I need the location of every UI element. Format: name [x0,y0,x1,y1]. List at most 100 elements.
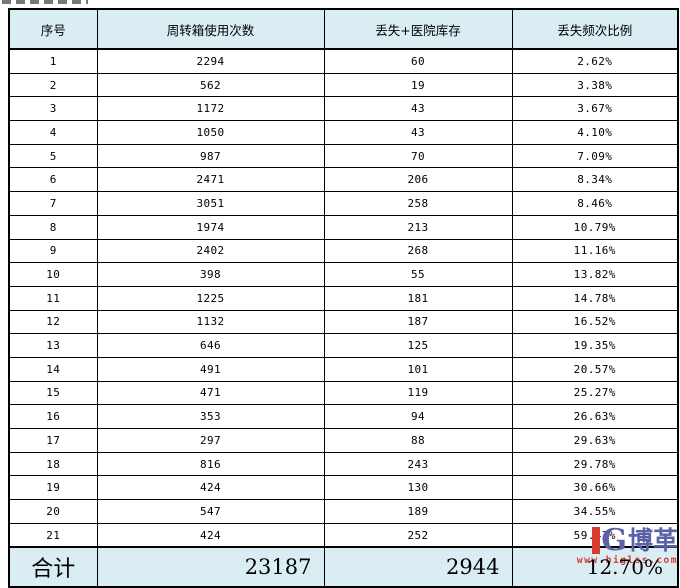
cell-ratio: 11.16% [511,238,679,264]
table-row: 13 646 125 19.35% [8,333,679,358]
cell-seq: 14 [8,356,98,382]
cell-ratio: 25.27% [511,380,679,406]
cell-loss: 70 [323,143,513,169]
cell-loss: 189 [323,499,513,524]
cell-seq: 8 [8,214,98,240]
cell-ratio: 4.10% [511,120,679,145]
cell-usage: 562 [96,72,325,98]
cell-seq: 21 [8,522,98,548]
biglss-logo: G 博革 [570,522,678,558]
table-body: 1 2294 60 2.62% 2 562 19 3.38% 3 1172 43… [8,48,679,548]
cell-usage: 491 [96,356,325,382]
cell-ratio: 13.82% [511,262,679,287]
table-header-row: 序号 周转箱使用次数 丢失+医院库存 丢失频次比例 [8,8,679,50]
cell-seq: 12 [8,309,98,335]
table-row: 4 1050 43 4.10% [8,120,679,145]
header-usage-count: 周转箱使用次数 [96,8,325,50]
cell-seq: 9 [8,238,98,264]
cell-usage: 987 [96,143,325,169]
cell-loss: 119 [323,380,513,406]
cell-seq: 4 [8,120,98,145]
cell-usage: 297 [96,428,325,453]
table-row: 8 1974 213 10.79% [8,214,679,240]
cell-seq: 11 [8,285,98,311]
cell-ratio: 20.57% [511,356,679,382]
header-seq: 序号 [8,8,98,50]
cell-loss: 243 [323,451,513,477]
cell-seq: 6 [8,167,98,193]
cell-loss: 125 [323,333,513,358]
logo-g-icon: G [601,523,627,558]
logo-bar-icon [592,527,601,554]
cell-ratio: 14.78% [511,285,679,311]
total-loss-value: 2944 [323,546,513,588]
cell-usage: 398 [96,262,325,287]
table-row: 10 398 55 13.82% [8,262,679,287]
cell-usage: 1225 [96,285,325,311]
cell-loss: 43 [323,120,513,145]
cell-loss: 43 [323,96,513,122]
cell-seq: 2 [8,72,98,98]
cell-seq: 3 [8,96,98,122]
table-row: 11 1225 181 14.78% [8,285,679,311]
header-loss-ratio: 丢失频次比例 [511,8,679,50]
cell-seq: 10 [8,262,98,287]
cell-loss: 258 [323,191,513,216]
cell-usage: 646 [96,333,325,358]
cell-ratio: 8.46% [511,191,679,216]
cell-usage: 1172 [96,96,325,122]
cell-loss: 206 [323,167,513,193]
table-row: 9 2402 268 11.16% [8,238,679,264]
cell-loss: 19 [323,72,513,98]
cell-seq: 5 [8,143,98,169]
cell-loss: 88 [323,428,513,453]
cell-ratio: 29.78% [511,451,679,477]
cell-seq: 20 [8,499,98,524]
cell-ratio: 2.62% [511,48,679,74]
cell-usage: 2471 [96,167,325,193]
cell-usage: 3051 [96,191,325,216]
cell-ratio: 34.55% [511,499,679,524]
watermark-url: www.biglss.com [576,555,678,566]
cell-loss: 94 [323,404,513,429]
table-row: 7 3051 258 8.46% [8,191,679,216]
cell-loss: 213 [323,214,513,240]
cell-usage: 2294 [96,48,325,74]
cell-loss: 252 [323,522,513,548]
cell-usage: 471 [96,380,325,406]
header-loss-stock: 丢失+医院库存 [323,8,513,50]
cell-usage: 424 [96,522,325,548]
cell-seq: 18 [8,451,98,477]
cell-ratio: 30.66% [511,475,679,501]
cell-ratio: 8.34% [511,167,679,193]
cell-usage: 1132 [96,309,325,335]
cell-usage: 424 [96,475,325,501]
cell-loss: 181 [323,285,513,311]
cell-loss: 60 [323,48,513,74]
cell-loss: 55 [323,262,513,287]
cell-seq: 13 [8,333,98,358]
cell-ratio: 3.38% [511,72,679,98]
cell-ratio: 7.09% [511,143,679,169]
cell-loss: 187 [323,309,513,335]
cell-seq: 7 [8,191,98,216]
cell-ratio: 29.63% [511,428,679,453]
loss-frequency-table: 序号 周转箱使用次数 丢失+医院库存 丢失频次比例 1 2294 60 2.62… [8,8,679,588]
cell-usage: 547 [96,499,325,524]
cell-seq: 16 [8,404,98,429]
table-row: 5 987 70 7.09% [8,143,679,169]
cell-loss: 101 [323,356,513,382]
cell-usage: 2402 [96,238,325,264]
cell-ratio: 3.67% [511,96,679,122]
table-row: 3 1172 43 3.67% [8,96,679,122]
cell-usage: 353 [96,404,325,429]
cell-loss: 268 [323,238,513,264]
cell-ratio: 16.52% [511,309,679,335]
table-row: 15 471 119 25.27% [8,380,679,406]
cell-usage: 1050 [96,120,325,145]
total-label: 合计 [8,546,98,588]
table-row: 17 297 88 29.63% [8,428,679,453]
table-row: 20 547 189 34.55% [8,499,679,524]
biglss-watermark: G 博革 www.biglss.com [570,522,678,566]
table-row: 1 2294 60 2.62% [8,48,679,74]
